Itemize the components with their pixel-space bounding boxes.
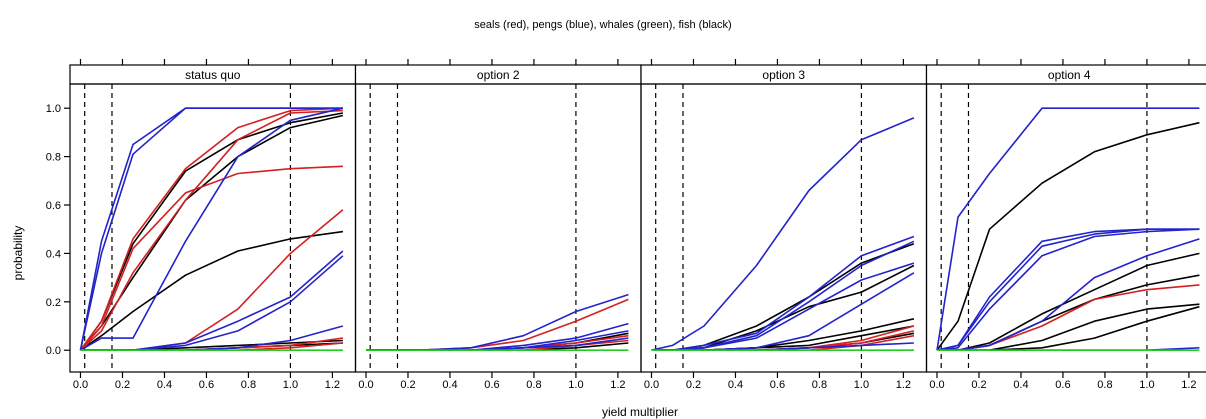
x-tick-label: 1.2: [896, 379, 911, 391]
series-line-pengs: [936, 228, 1200, 351]
panel-4: option 4 0.0 0.2 0.4 0.6 0.8 1.0 1.2: [925, 59, 1206, 391]
x-tick-label: 0.2: [686, 379, 701, 391]
series-line-pengs: [936, 228, 1200, 351]
series-line-pengs: [936, 228, 1200, 351]
x-tick-label: 0.6: [1055, 379, 1070, 391]
y-axis: 0.0 0.2 0.4 0.6 0.8 1.0: [46, 103, 70, 357]
y-tick-label: 0.0: [46, 345, 61, 357]
y-tick-label: 0.4: [46, 248, 61, 260]
x-tick-label: 0.6: [199, 379, 214, 391]
series-line-pengs: [79, 107, 343, 351]
x-tick-label: 1.2: [610, 379, 625, 391]
series-line-pengs: [80, 107, 344, 351]
series-line-pengs: [80, 250, 344, 352]
series-line-seals: [79, 109, 343, 351]
y-tick-label: 0.2: [46, 297, 61, 309]
series-line-fish: [80, 230, 344, 351]
series-group: [651, 117, 915, 352]
series-line-fish: [79, 114, 344, 351]
x-tick-label: 0.2: [971, 379, 986, 391]
x-tick-label: 1.0: [854, 379, 869, 391]
panel-strip-label: option 2: [477, 68, 520, 82]
x-tick-label: 0.8: [812, 379, 827, 391]
panel-strip-label: option 4: [1048, 68, 1091, 82]
y-tick-label: 1.0: [46, 103, 61, 115]
x-tick-label: 0.0: [358, 379, 373, 391]
series-line-fish: [936, 121, 1200, 351]
panel-3: option 3 0.0 0.2 0.4 0.6 0.8 1.0 1.2: [640, 59, 928, 391]
panel-frame: [354, 83, 642, 373]
x-tick-label: 0.0: [644, 379, 659, 391]
panel-strip-label: option 3: [762, 68, 805, 82]
x-tick-label: 0.8: [241, 379, 256, 391]
series-group: [366, 293, 629, 352]
x-tick-label: 0.4: [442, 379, 457, 391]
y-tick-label: 0.6: [46, 200, 61, 212]
series-group: [936, 107, 1200, 352]
x-tick-label: 0.2: [400, 379, 415, 391]
x-tick-label: 0.8: [1097, 379, 1112, 391]
x-tick-label: 0.8: [526, 379, 541, 391]
series-line-pengs: [937, 238, 1200, 352]
series-line-pengs: [651, 117, 915, 351]
series-group: [79, 107, 344, 352]
x-tick-label: 0.4: [157, 379, 172, 391]
x-tick-label: 1.2: [325, 379, 340, 391]
series-line-seals: [79, 107, 343, 351]
series-line-pengs: [79, 107, 343, 351]
x-tick-label: 0.0: [929, 379, 944, 391]
series-line-fish: [651, 325, 915, 352]
x-tick-label: 0.2: [115, 379, 130, 391]
panel-2: option 2 0.0 0.2 0.4 0.6 0.8 1.0 1.2: [354, 59, 642, 391]
x-tick-label: 0.4: [1013, 379, 1028, 391]
panels-group: status quo 0.0 0.2 0.4 0.6 0.8 1.0 1.2 option 2 0…: [46, 59, 1206, 391]
series-line-pengs: [80, 255, 344, 352]
panel-strip-label: status quo: [185, 68, 241, 82]
series-line-pengs: [936, 107, 1200, 351]
x-tick-label: 1.2: [1181, 379, 1196, 391]
panel-frame: [69, 83, 357, 373]
x-tick-label: 0.0: [73, 379, 88, 391]
x-tick-label: 0.6: [484, 379, 499, 391]
panel-1: status quo 0.0 0.2 0.4 0.6 0.8 1.0 1.2: [69, 59, 357, 391]
y-tick-label: 0.8: [46, 152, 61, 164]
series-line-seals: [79, 165, 343, 351]
panel-frame: [925, 83, 1206, 373]
x-tick-label: 0.4: [728, 379, 743, 391]
panel-frame: [640, 83, 928, 373]
x-tick-label: 1.0: [1139, 379, 1154, 391]
x-tick-label: 0.6: [770, 379, 785, 391]
x-tick-label: 1.0: [283, 379, 298, 391]
x-tick-label: 1.0: [568, 379, 583, 391]
y-axis-label: probability: [11, 226, 25, 281]
chart-title: seals (red), pengs (blue), whales (green…: [474, 19, 731, 31]
x-axis-label: yield multiplier: [602, 405, 678, 419]
